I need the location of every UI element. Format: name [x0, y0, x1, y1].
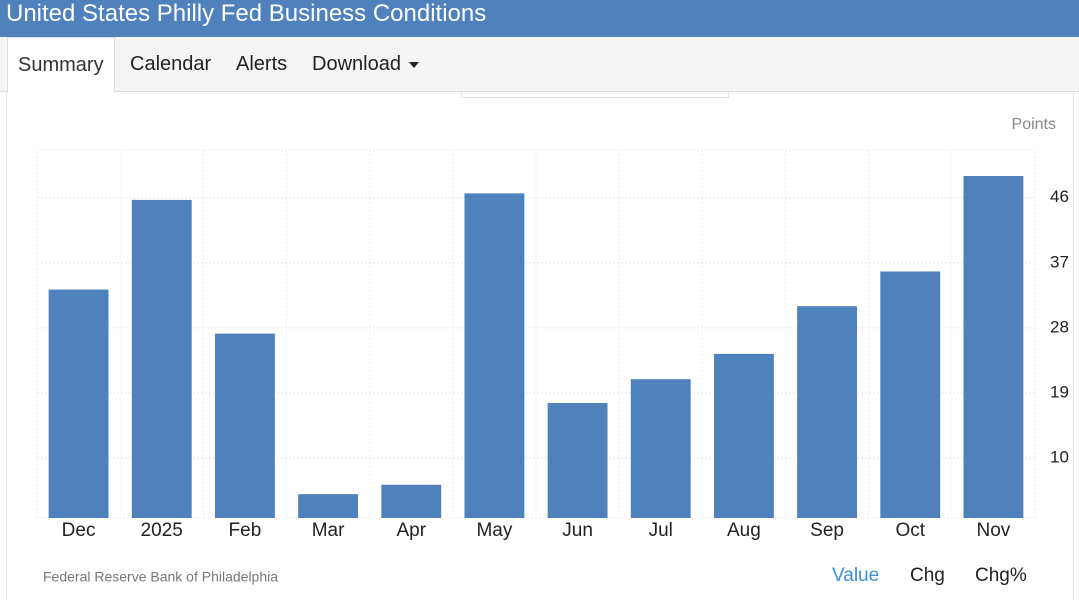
- y-tick-label: 19: [1050, 382, 1069, 401]
- tab[interactable]: Download: [312, 37, 419, 92]
- value-button[interactable]: Value: [832, 565, 880, 586]
- bar: [464, 193, 525, 518]
- bar: [48, 289, 109, 518]
- x-tick-label: May: [476, 520, 512, 541]
- y-tick-label: 28: [1050, 317, 1069, 336]
- tab-bar: Summary Calendar Alerts Download: [0, 37, 1079, 93]
- bar: [630, 379, 691, 518]
- x-tick-label: Jun: [562, 520, 593, 541]
- y-tick-label: 46: [1050, 187, 1069, 206]
- bar: [713, 353, 774, 518]
- tab-label[interactable]: Download: [312, 53, 401, 75]
- y-tick-label: 37: [1050, 252, 1069, 271]
- chg-button[interactable]: Chg: [910, 565, 945, 586]
- bar: [381, 484, 442, 518]
- source: Federal Reserve Bank of Philadelphia: [43, 569, 278, 585]
- bar: [214, 333, 275, 518]
- x-tick-label: 2025: [141, 520, 183, 541]
- chg-pct-button[interactable]: Chg%: [975, 565, 1027, 586]
- x-tick-label: Jul: [649, 520, 673, 541]
- x-tick-label: Dec: [62, 520, 96, 541]
- panel-edge: [461, 92, 729, 98]
- bar: [963, 176, 1024, 518]
- bar: [880, 271, 941, 518]
- bar: [547, 403, 608, 518]
- page-title: United States Philly Fed Business Condit…: [0, 0, 1079, 37]
- tab[interactable]: Alerts: [236, 53, 288, 75]
- x-tick-label: Aug: [727, 520, 761, 541]
- x-tick-label: Sep: [810, 520, 844, 541]
- chart-card: [6, 92, 1074, 600]
- x-tick-label: Oct: [895, 520, 925, 541]
- bar: [131, 199, 192, 518]
- tab[interactable]: Calendar: [130, 53, 212, 75]
- y-tick-label: 10: [1050, 447, 1069, 466]
- dropdown-caret: [408, 61, 419, 68]
- x-tick-label: Mar: [312, 520, 345, 541]
- x-tick-label: Nov: [977, 520, 1011, 541]
- unit-label: Points: [1012, 116, 1056, 133]
- bar: [797, 306, 858, 518]
- x-tick-label: Feb: [229, 520, 262, 541]
- x-tick-label: Apr: [396, 520, 426, 541]
- bar: [298, 494, 359, 518]
- tab[interactable]: Summary: [7, 37, 115, 93]
- plot-area: [36, 149, 1036, 519]
